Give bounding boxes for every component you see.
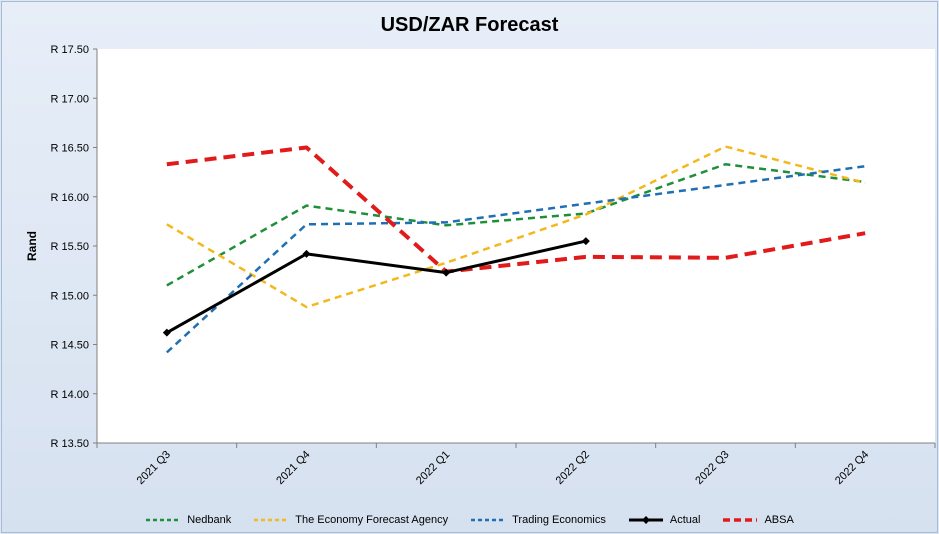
legend-item-nedbank: Nedbank xyxy=(145,514,231,526)
y-tick-label: R 14.00 xyxy=(50,389,89,401)
data-point-actual xyxy=(442,268,451,277)
series-line-trading-economics xyxy=(165,164,866,354)
y-tick-label: R 15.00 xyxy=(50,290,89,302)
x-tick-labels: 2021 Q3 2021 Q4 2022 Q1 2022 Q2 2022 Q3 2022 … xyxy=(96,443,936,487)
legend-swatch xyxy=(254,518,289,522)
legend-label: Nedbank xyxy=(187,514,232,526)
legend-swatch xyxy=(723,518,758,522)
series-line-actual xyxy=(166,239,587,334)
y-axis-label: Rand xyxy=(25,231,39,261)
series-line-the-economy-forecast-agency xyxy=(166,145,866,309)
plot-area xyxy=(97,49,935,443)
legend-item-the-economy-forecast-agency: The Economy Forecast Agency xyxy=(253,514,448,526)
x-tick-label: 2022 Q2 xyxy=(554,449,592,487)
y-tick-label: R 14.50 xyxy=(50,340,89,352)
series-lines xyxy=(162,145,866,354)
x-tick-label: 2022 Q4 xyxy=(833,449,871,487)
chart-axes xyxy=(96,49,935,444)
y-tick-label: R 17.50 xyxy=(50,44,89,56)
data-point-actual xyxy=(581,237,590,246)
x-tick-label: 2022 Q3 xyxy=(693,449,731,487)
legend-swatch xyxy=(471,518,506,522)
y-tick-label: R 16.00 xyxy=(50,192,89,204)
legend-label: The Economy Forecast Agency xyxy=(295,514,449,526)
series-line-nedbank xyxy=(166,162,866,287)
y-tick-label: R 15.50 xyxy=(50,241,89,253)
legend-swatch xyxy=(146,518,181,522)
chart-title: USD/ZAR Forecast xyxy=(380,14,559,36)
y-tick-labels: R 13.50 R 14.00 R 14.50 R 15.00 R 15.50 R 16.… xyxy=(50,44,97,450)
x-tick-label: 2021 Q3 xyxy=(135,449,173,487)
data-point-actual xyxy=(302,249,311,258)
legend-item-trading-economics: Trading Economics xyxy=(470,514,606,526)
legend-label: Trading Economics xyxy=(512,514,606,526)
legend-label: Actual xyxy=(669,514,701,526)
legend-swatch xyxy=(628,516,663,524)
y-tick-label: R 17.00 xyxy=(50,93,89,105)
data-point-actual xyxy=(162,328,171,337)
legend-item-actual: Actual xyxy=(628,514,701,526)
x-tick-label: 2022 Q1 xyxy=(414,449,452,487)
y-tick-label: R 13.50 xyxy=(50,438,89,450)
x-tick-label: 2021 Q4 xyxy=(274,449,312,487)
chart-legend: Nedbank The Economy Forecast Agency Tradin… xyxy=(0,510,939,530)
legend-item-absa: ABSA xyxy=(722,514,794,526)
y-tick-label: R 16.50 xyxy=(50,143,89,155)
series-line-absa xyxy=(166,145,866,274)
legend-label: ABSA xyxy=(764,514,794,526)
